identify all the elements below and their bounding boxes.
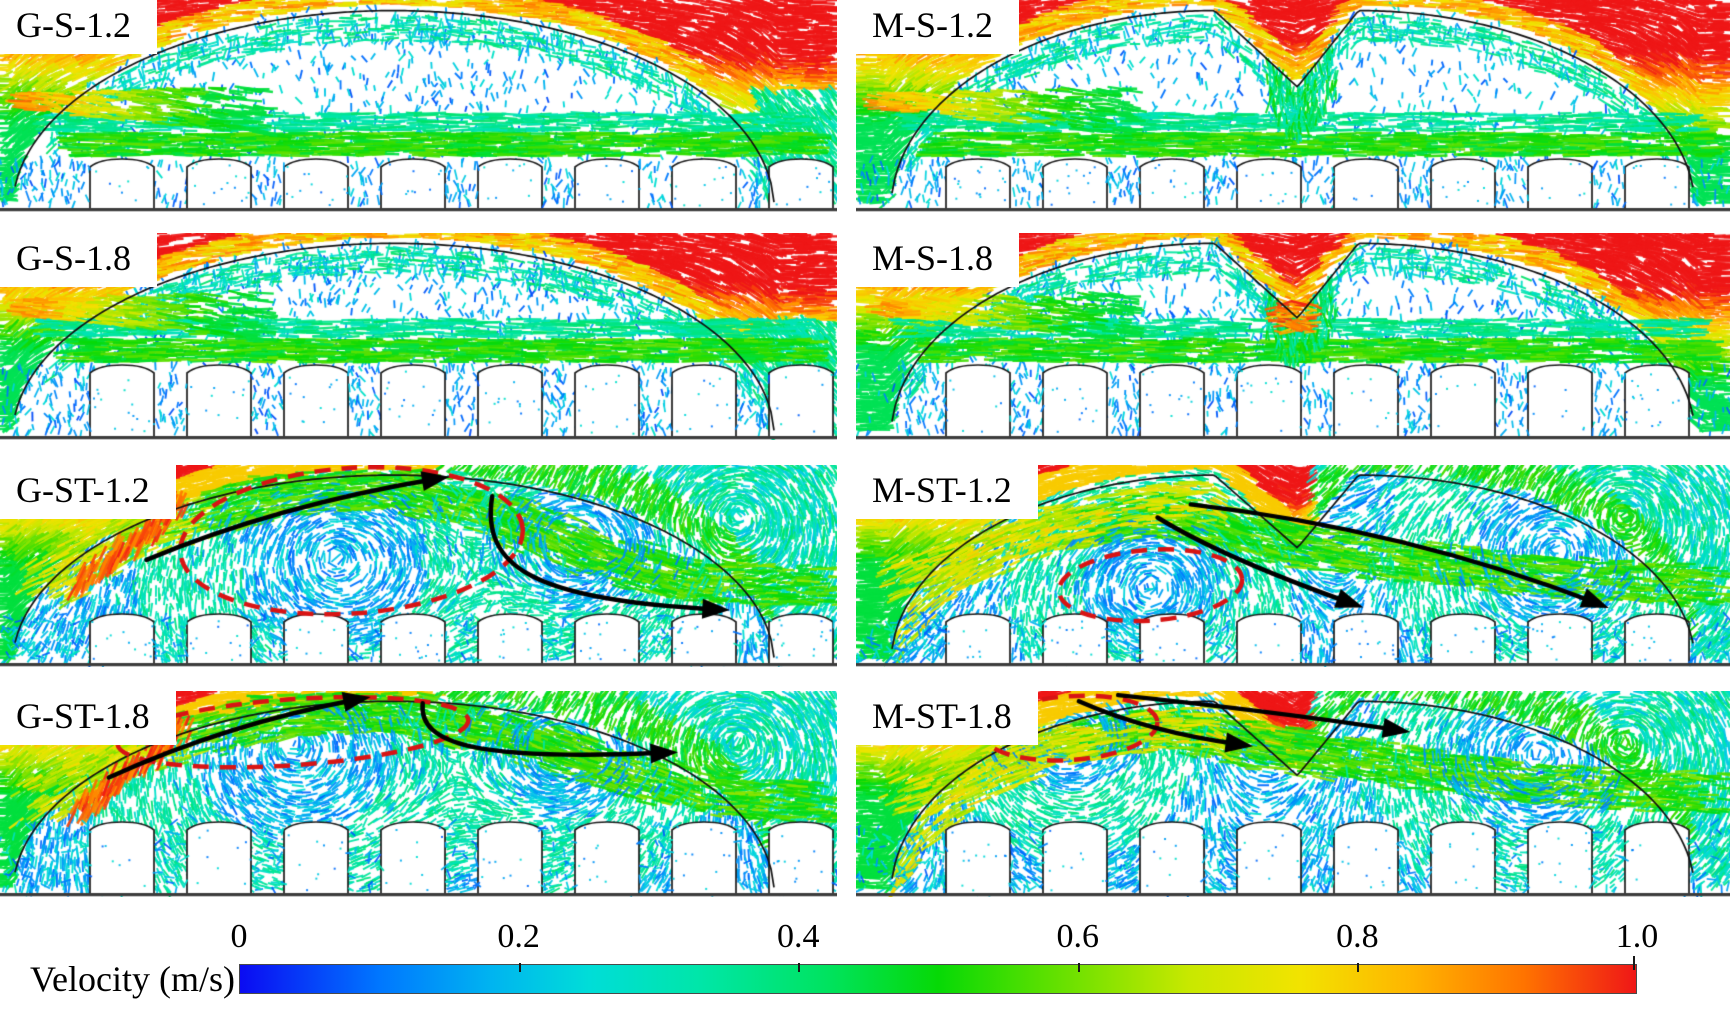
colorbar-tick-mark — [798, 963, 801, 972]
panel-g-s-1-8: G-S-1.8 — [0, 233, 837, 440]
panel-label: M-ST-1.2 — [856, 465, 1038, 520]
panel-g-st-1-2: G-ST-1.2 — [0, 465, 837, 667]
colorbar-tick-mark — [1077, 963, 1080, 972]
colorbar-tick-label: 0.4 — [776, 918, 820, 955]
panel-g-st-1-8: G-ST-1.8 — [0, 691, 837, 897]
panel-label: M-S-1.8 — [856, 233, 1020, 288]
colorbar-gradient — [239, 956, 1637, 994]
panel-g-s-1-2: G-S-1.2 — [0, 0, 837, 212]
colorbar-tick-label: 0.8 — [1336, 918, 1379, 955]
panel-m-st-1-8: M-ST-1.8 — [856, 691, 1730, 897]
colorbar-tick-mark — [1356, 963, 1359, 972]
panel-m-s-1-8: M-S-1.8 — [856, 233, 1730, 440]
colorbar-title: Velocity (m/s) — [30, 959, 235, 999]
colorbar-tick-label: 0.2 — [497, 918, 540, 955]
colorbar-tick-label: 0 — [230, 918, 248, 955]
panel-label: G-S-1.2 — [0, 0, 157, 55]
colorbar-body: 0 0.2 0.4 0.6 0.8 1.0 — [231, 918, 1659, 998]
colorbar-tick-label: 0.6 — [1056, 918, 1100, 955]
panel-m-s-1-2: M-S-1.2 — [856, 0, 1730, 212]
panel-label: G-ST-1.8 — [0, 691, 176, 746]
panel-label: M-ST-1.8 — [856, 691, 1038, 746]
panel-m-st-1-2: M-ST-1.2 — [856, 465, 1730, 667]
colorbar-tick-labels: 0 0.2 0.4 0.6 0.8 1.0 — [231, 918, 1659, 960]
colorbar: Velocity (m/s) 0 0.2 0.4 0.6 0.8 1.0 — [0, 900, 1730, 1010]
panel-label: G-S-1.8 — [0, 233, 157, 288]
panel-label: G-ST-1.2 — [0, 465, 176, 520]
panel-label: M-S-1.2 — [856, 0, 1020, 55]
colorbar-tick-label: 1.0 — [1615, 918, 1659, 955]
colorbar-tick-mark — [1633, 956, 1635, 970]
colorbar-tick-mark — [519, 963, 522, 972]
